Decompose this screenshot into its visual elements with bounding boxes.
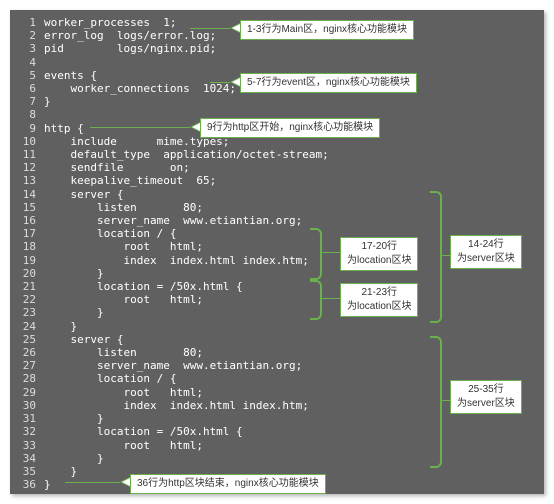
code-line: 33 root html; bbox=[18, 439, 329, 452]
text: 为location区块 bbox=[347, 301, 411, 312]
code-line: 32 location = /50x.html { bbox=[18, 425, 329, 438]
code-line: 4 bbox=[18, 56, 329, 69]
code-line: 7} bbox=[18, 95, 329, 108]
code-line: 24 } bbox=[18, 320, 329, 333]
annotation-server-1: 14-24行 为server区块 bbox=[450, 235, 522, 269]
code-line: 25 server { bbox=[18, 333, 329, 346]
text: 14-24行 bbox=[468, 239, 504, 250]
text: 为server区块 bbox=[457, 253, 515, 264]
annotation-location-1: 17-20行 为location区块 bbox=[340, 237, 418, 271]
text: 25-35行 bbox=[468, 384, 504, 395]
annotation-location-2: 21-23行 为location区块 bbox=[340, 283, 418, 317]
code-line: 27 server_name www.etiantian.org; bbox=[18, 359, 329, 372]
arrow-icon bbox=[190, 122, 200, 132]
text: 21-23行 bbox=[361, 287, 397, 298]
code-line: 3pid logs/nginx.pid; bbox=[18, 42, 329, 55]
code-line: 17 location / { bbox=[18, 227, 329, 240]
bracket-icon bbox=[430, 336, 442, 468]
annotation-http-start: 9行为http区开始，nginx核心功能模块 bbox=[200, 118, 380, 138]
annotation-main: 1-3行为Main区，nginx核心功能模块 bbox=[240, 20, 414, 40]
connector bbox=[322, 252, 340, 253]
code-line: 16 server_name www.etiantian.org; bbox=[18, 214, 329, 227]
code-line: 18 root html; bbox=[18, 240, 329, 253]
text: 17-20行 bbox=[361, 241, 397, 252]
connector bbox=[442, 255, 450, 256]
annotation-http-end: 36行为http区块结束，nginx核心功能模块 bbox=[130, 474, 326, 494]
code-line: 11 default_type application/octet-stream… bbox=[18, 148, 329, 161]
code-line: 30 index index.html index.htm; bbox=[18, 399, 329, 412]
text: 为server区块 bbox=[457, 398, 515, 409]
code-line: 23 } bbox=[18, 306, 329, 319]
code-line: 34 } bbox=[18, 452, 329, 465]
code-line: 13 keepalive_timeout 65; bbox=[18, 174, 329, 187]
text: 为location区块 bbox=[347, 255, 411, 266]
nginx-conf-diagram: 1worker_processes 1;2error_log logs/erro… bbox=[10, 10, 544, 494]
code-line: 28 location / { bbox=[18, 372, 329, 385]
code-line: 14 server { bbox=[18, 188, 329, 201]
bracket-icon bbox=[310, 228, 322, 280]
arrow-icon bbox=[120, 477, 130, 487]
code-line: 21 location = /50x.html { bbox=[18, 280, 329, 293]
code-line: 12 sendfile on; bbox=[18, 161, 329, 174]
code-line: 29 root html; bbox=[18, 386, 329, 399]
code-line: 31 } bbox=[18, 412, 329, 425]
annotation-events: 5-7行为event区，nginx核心功能模块 bbox=[240, 73, 417, 93]
arrow-icon bbox=[230, 77, 240, 87]
connector bbox=[322, 298, 340, 299]
annotation-server-2: 25-35行 为server区块 bbox=[450, 380, 522, 414]
code-line: 15 listen 80; bbox=[18, 201, 329, 214]
code-line: 19 index index.html index.htm; bbox=[18, 254, 329, 267]
bracket-icon bbox=[430, 191, 442, 323]
connector bbox=[442, 400, 450, 401]
code-line: 20 } bbox=[18, 267, 329, 280]
bracket-icon bbox=[310, 280, 322, 320]
arrow-icon bbox=[230, 23, 240, 33]
code-line: 22 root html; bbox=[18, 293, 329, 306]
code-line: 26 listen 80; bbox=[18, 346, 329, 359]
